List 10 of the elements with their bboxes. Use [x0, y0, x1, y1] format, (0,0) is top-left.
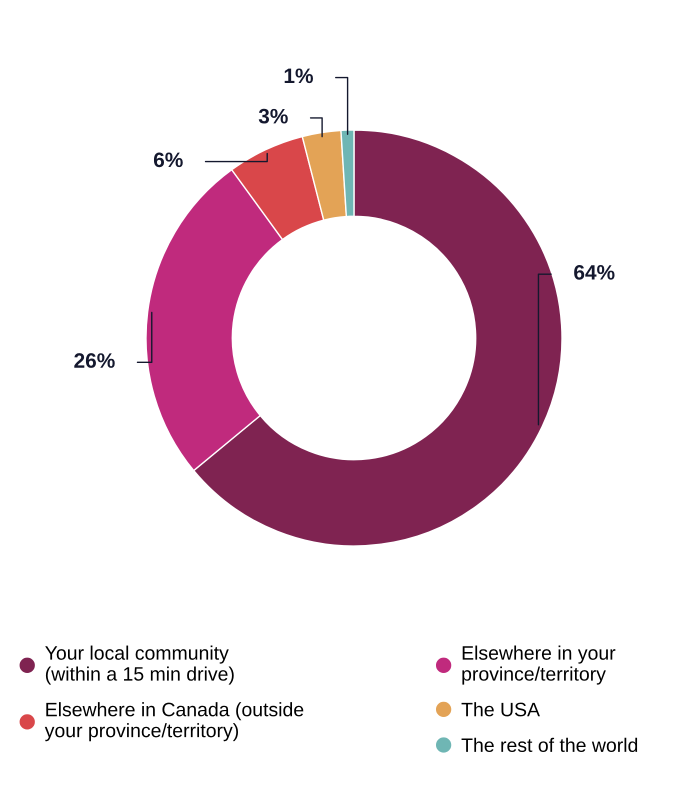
data-label: 1%	[284, 68, 313, 84]
legend-label: The USA	[462, 702, 540, 716]
data-label: 26%	[74, 353, 115, 368]
legend-label: Your local community (within a 15 min drive)	[45, 646, 234, 685]
legend-label: Elsewhere in Canada (outside your province/territory)	[44, 702, 304, 742]
data-label: 64%	[574, 264, 615, 280]
data-label: 6%	[154, 152, 183, 168]
legend-label: The rest of the world	[462, 738, 638, 752]
data-label: 3%	[258, 108, 288, 124]
legend-label: Elsewhere in your province/territory	[462, 646, 616, 685]
